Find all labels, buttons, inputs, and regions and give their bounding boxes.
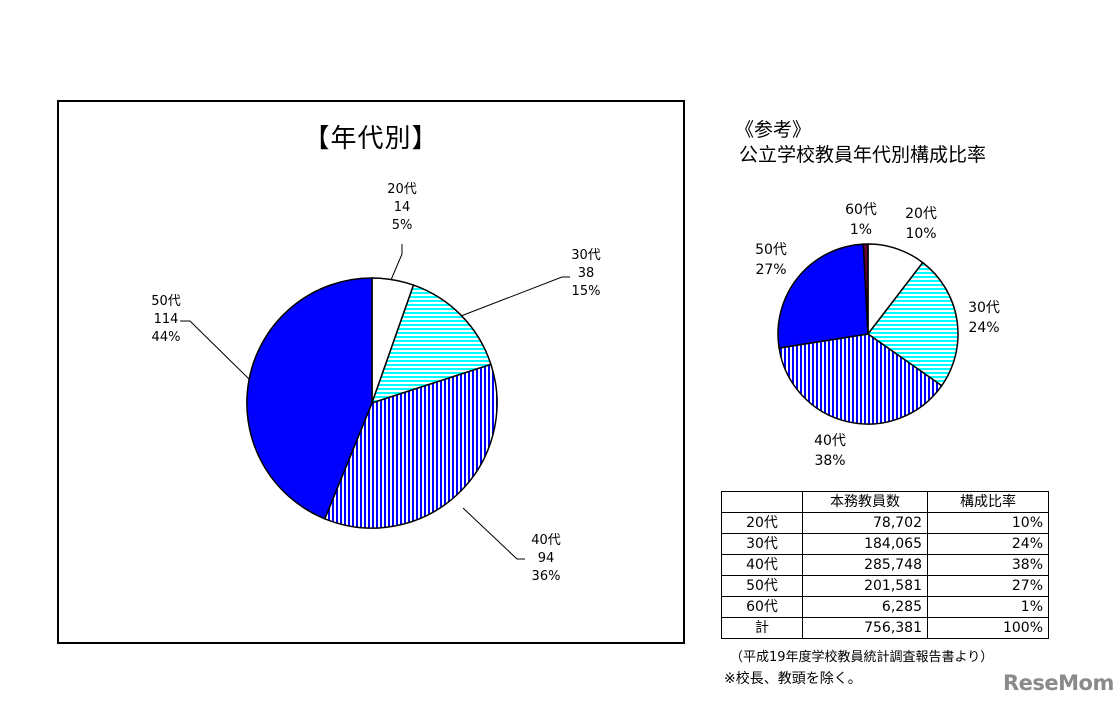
ref-label-30s: 30代 24%: [954, 298, 1014, 338]
label-pct: 44%: [151, 330, 181, 345]
main-label-40s: 40代 94 36%: [516, 532, 576, 586]
table-header-row: 本務教員数 構成比率: [721, 491, 1049, 513]
ref-label-60s: 60代 1%: [831, 200, 891, 240]
label-pct: 5%: [391, 218, 413, 233]
table-cell: 50代: [721, 575, 803, 597]
label-age: 30代: [571, 248, 601, 263]
main-label-20s: 20代 14 5%: [372, 181, 432, 235]
table-cell: 計: [721, 617, 803, 639]
main-chart-title: 【年代別】: [303, 124, 439, 154]
table-row: 40代 285,748 38%: [721, 554, 1049, 576]
label-age: 40代: [531, 533, 561, 548]
ref-slice-50s: [777, 243, 869, 349]
label-age: 50代: [151, 294, 181, 309]
label-pct: 1%: [849, 222, 873, 238]
table-cell: 100%: [927, 617, 1049, 639]
table-cell: 184,065: [802, 533, 928, 555]
table-header: 本務教員数: [802, 491, 928, 513]
table-header: 構成比率: [927, 491, 1049, 513]
label-age: 20代: [387, 182, 417, 197]
label-pct: 10%: [905, 226, 937, 242]
table-cell: 10%: [927, 512, 1049, 534]
label-pct: 15%: [571, 284, 601, 299]
label-count: 94: [537, 551, 555, 566]
label-pct: 38%: [814, 453, 846, 469]
table-row: 60代 6,285 1%: [721, 596, 1049, 618]
ref-slice-40s: [778, 333, 943, 425]
reference-heading-label: 《参考》: [735, 119, 812, 141]
table-cell: 1%: [927, 596, 1049, 618]
main-label-30s: 30代 38 15%: [556, 247, 616, 301]
label-count: 114: [153, 312, 179, 327]
ref-label-20s: 20代 10%: [891, 204, 951, 244]
table-cell: 285,748: [802, 554, 928, 576]
label-pct: 27%: [755, 262, 787, 278]
ref-label-40s: 40代 38%: [800, 431, 860, 471]
ref-slice-30s: [866, 261, 959, 387]
ref-slice-60s: [862, 243, 869, 335]
main-chart-frame: [57, 100, 685, 644]
ref-label-50s: 50代 27%: [741, 240, 801, 280]
main-label-50s: 50代 114 44%: [136, 293, 196, 347]
main-slice-50s: [246, 277, 373, 520]
reference-pie: [777, 243, 959, 425]
label-age: 40代: [814, 433, 846, 449]
table-cell: 201,581: [802, 575, 928, 597]
label-age: 60代: [845, 202, 877, 218]
reference-table: 本務教員数 構成比率 20代 78,702 10% 30代 184,065 24…: [721, 491, 1049, 639]
table-cell: 60代: [721, 596, 803, 618]
table-row: 30代 184,065 24%: [721, 533, 1049, 555]
label-pct: 24%: [968, 320, 1000, 336]
table-cell: 20代: [721, 512, 803, 534]
label-age: 20代: [905, 206, 937, 222]
table-cell: 6,285: [802, 596, 928, 618]
footnote: ※校長、教頭を除く。: [724, 671, 862, 687]
table-header: [721, 491, 803, 513]
reference-heading-title: 公立学校教員年代別構成比率: [739, 144, 987, 166]
table-row: 50代 201,581 27%: [721, 575, 1049, 597]
table-cell: 38%: [927, 554, 1049, 576]
label-count: 14: [393, 200, 411, 215]
main-leader-lines: [180, 244, 570, 560]
table-cell: 756,381: [802, 617, 928, 639]
table-cell: 78,702: [802, 512, 928, 534]
source-citation: （平成19年度学校教員統計調査報告書より）: [730, 650, 994, 665]
reference-heading: 《参考》 公立学校教員年代別構成比率: [735, 118, 986, 168]
table-cell: 24%: [927, 533, 1049, 555]
resemom-logo: ReseMom: [1003, 671, 1113, 695]
label-pct: 36%: [531, 569, 561, 584]
table-row: 20代 78,702 10%: [721, 512, 1049, 534]
label-age: 30代: [968, 300, 1000, 316]
table-cell: 40代: [721, 554, 803, 576]
label-count: 38: [577, 266, 595, 281]
table-total-row: 計 756,381 100%: [721, 617, 1049, 639]
main-pie: [246, 277, 498, 529]
table-cell: 27%: [927, 575, 1049, 597]
label-age: 50代: [755, 242, 787, 258]
main-slice-40s: [323, 363, 498, 529]
table-cell: 30代: [721, 533, 803, 555]
